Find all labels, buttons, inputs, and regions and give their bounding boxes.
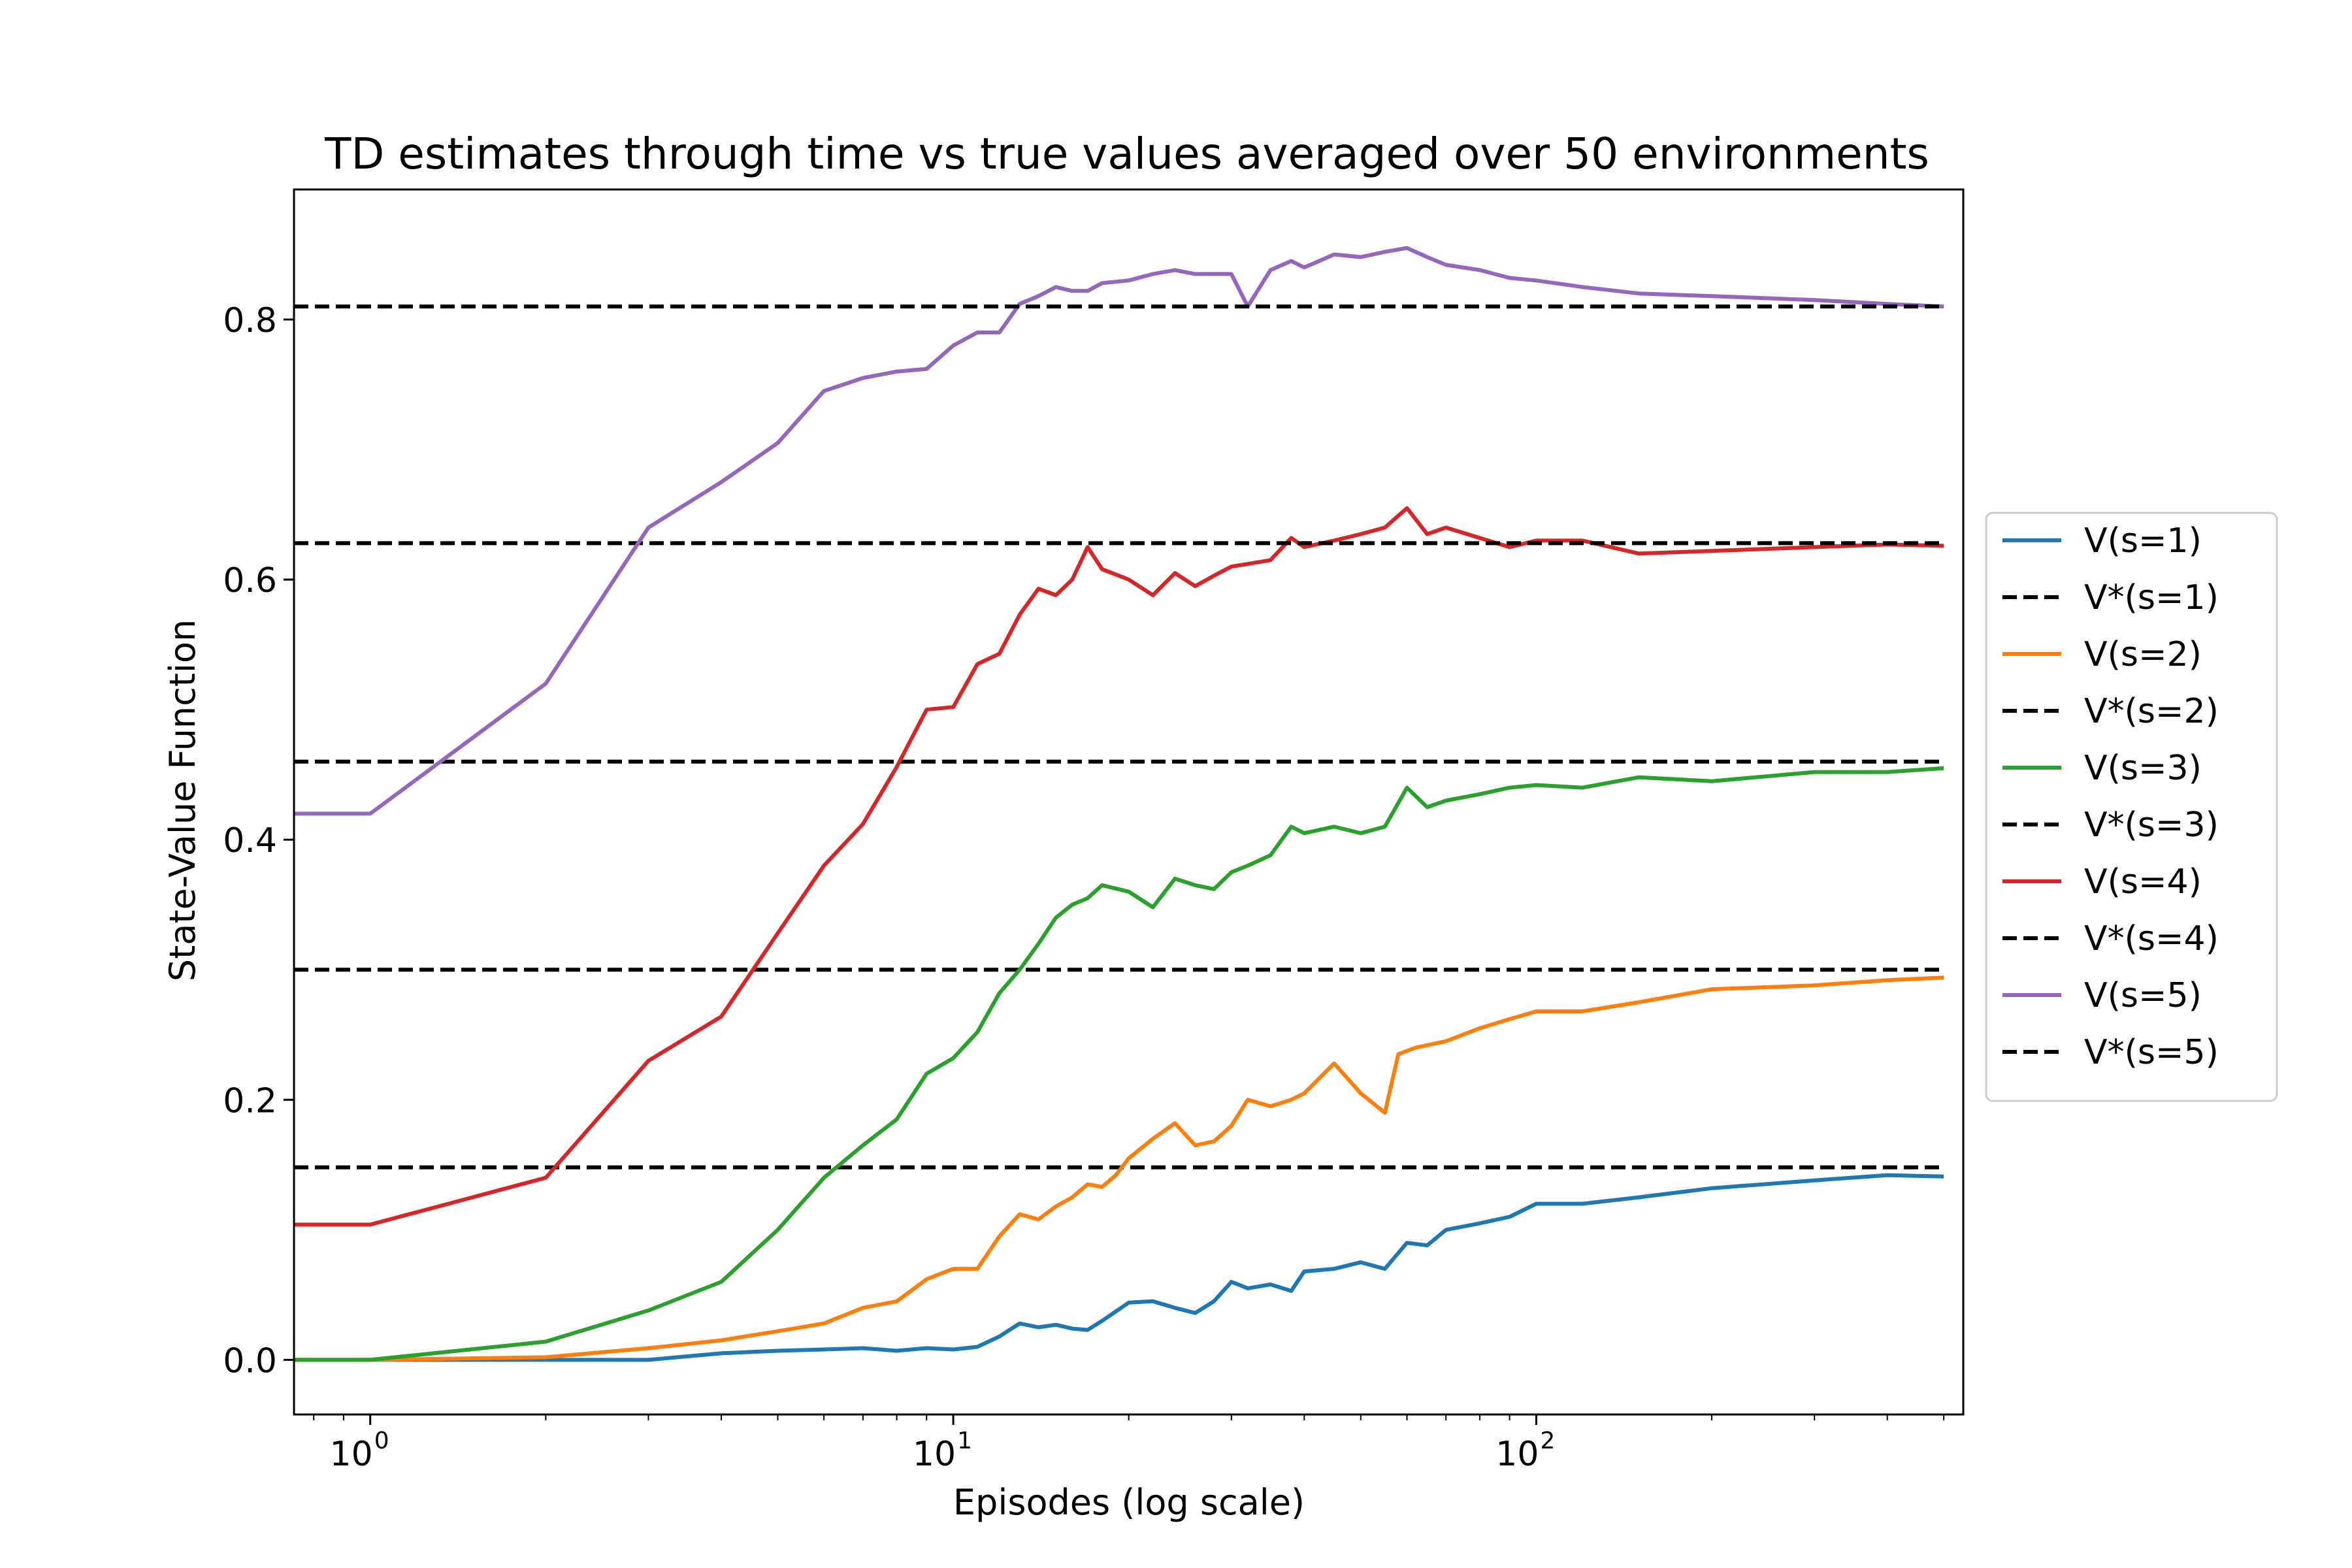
legend-entry: V(s=2) [2002,635,2202,674]
series-line-9 [294,246,1944,816]
axes: 0.00.20.40.60.810 0 10 1 10 2 [223,301,1945,1474]
chart-title: TD estimates through time vs true values… [324,129,1929,179]
x-tick-label: 10 1 [913,1428,972,1474]
legend-label: V*(s=4) [2084,919,2219,958]
x-tick-label: 10 0 [330,1428,389,1474]
legend-label: V*(s=3) [2084,806,2219,845]
legend-entry: V*(s=4) [2002,919,2219,958]
legend-label: V(s=1) [2084,521,2202,561]
legend-entry: V(s=1) [2002,521,2202,561]
y-tick-label: 0.4 [223,821,277,860]
legend-label: V*(s=1) [2084,578,2219,617]
legend-entry: V(s=4) [2002,862,2202,902]
legend-label: V(s=2) [2084,635,2202,674]
y-tick-label: 0.2 [223,1081,277,1120]
legend-box [1985,512,2278,1102]
legend-label: V(s=4) [2084,862,2202,902]
x-tick-base: 10 [1495,1435,1539,1474]
y-tick-label: 0.6 [223,561,277,600]
legend-entry: V(s=3) [2002,749,2202,788]
plot-area [294,246,1944,1362]
x-axis-label: Episodes (log scale) [953,1482,1305,1523]
x-tick-label: 10 2 [1495,1428,1555,1474]
legend-label: V*(s=2) [2084,692,2219,731]
series-line-1 [294,1173,1944,1362]
x-tick-exponent: 2 [1540,1428,1555,1454]
legend-entry: V*(s=2) [2002,692,2219,731]
x-tick-base: 10 [913,1435,956,1474]
legend: V(s=1) V*(s=1) V(s=2) V*(s=2) V(s=3) V*(s=3) V… [1985,512,2278,1102]
series-line-3 [294,975,1944,1362]
legend-entry: V*(s=3) [2002,806,2219,845]
legend-entry: V*(s=1) [2002,578,2219,617]
series-line-7 [294,506,1944,1227]
y-axis-label: State-Value Function [162,619,203,981]
x-tick-exponent: 0 [374,1428,389,1454]
series-line-5 [294,766,1944,1362]
y-tick-label: 0.0 [223,1341,277,1380]
legend-label: V*(s=5) [2084,1033,2219,1072]
y-tick-label: 0.8 [223,301,277,340]
x-tick-base: 10 [330,1435,373,1474]
x-tick-exponent: 1 [957,1428,972,1454]
legend-entry: V*(s=5) [2002,1033,2219,1072]
legend-entry: V(s=5) [2002,976,2202,1015]
legend-label: V(s=5) [2084,976,2202,1015]
legend-label: V(s=3) [2084,749,2202,788]
